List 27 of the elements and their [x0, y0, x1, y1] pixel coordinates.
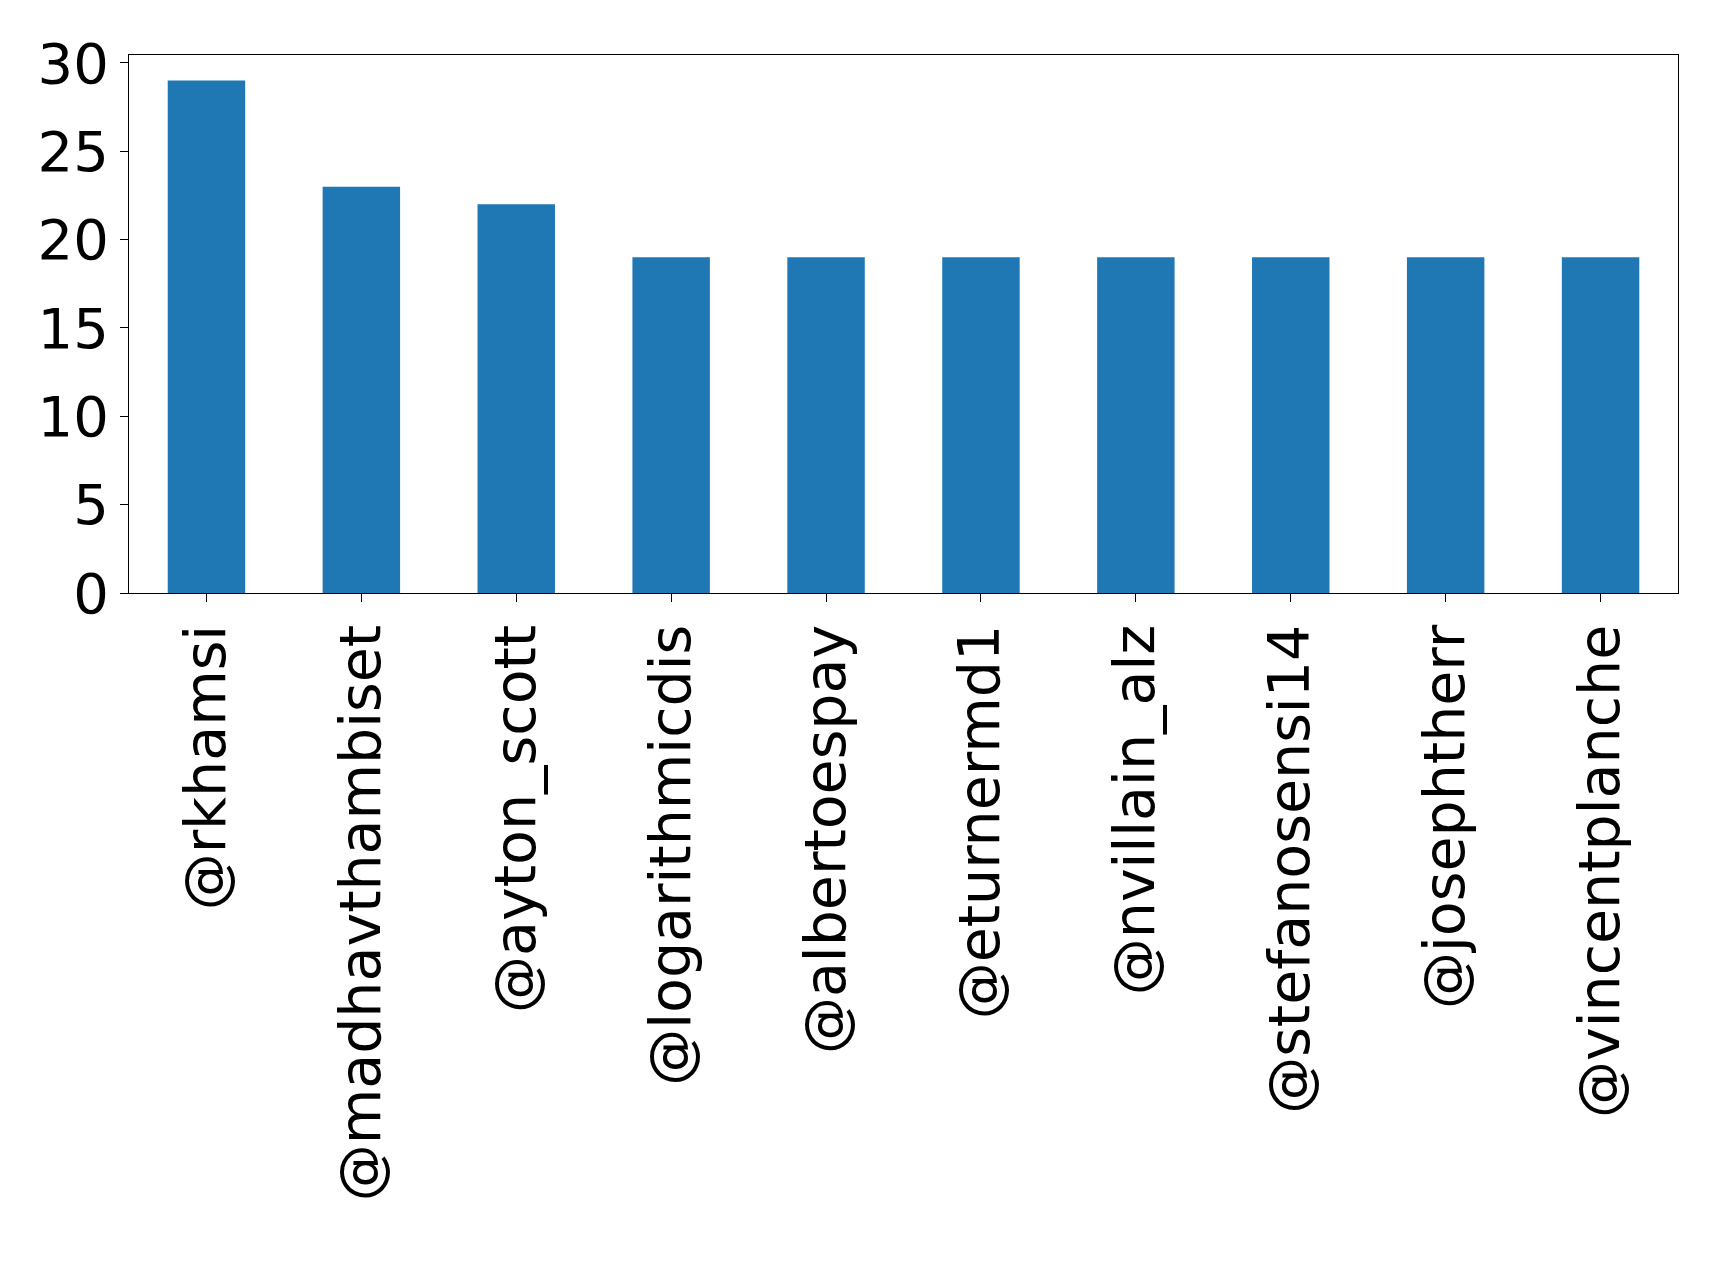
bar [1561, 257, 1640, 593]
x-tick-label: @logarithmicdis [636, 624, 703, 1086]
bar [322, 186, 401, 593]
x-tick-label: @nvillain_alz [1101, 624, 1168, 996]
y-tick-label: 20 [37, 207, 109, 273]
y-tick-label: 10 [37, 383, 109, 449]
y-tick-label: 0 [73, 560, 109, 626]
x-tick-label: @ayton_scott [481, 624, 548, 1013]
x-tick-label: @eturnermd1 [946, 624, 1013, 1020]
bar [167, 80, 246, 593]
x-tick-label: @rkhamsi [171, 624, 238, 911]
x-tick-label: @madhavthambiset [326, 624, 393, 1202]
bar [1097, 257, 1175, 593]
y-tick-label: 25 [37, 118, 109, 184]
x-tick-label: @albertoespay [791, 624, 858, 1055]
x-tick-label: @josephtherr [1411, 624, 1478, 1009]
x-tick-label: @vincentplanche [1566, 624, 1633, 1118]
x-tick-label: @stefanosensi14 [1256, 624, 1323, 1114]
y-tick-label: 15 [37, 295, 109, 361]
bar [477, 204, 555, 593]
y-tick-label: 30 [37, 30, 109, 96]
bar [1252, 257, 1330, 593]
bar [787, 257, 865, 593]
bar [632, 257, 710, 593]
y-tick-label: 5 [73, 472, 109, 538]
bar [1406, 257, 1485, 593]
bar [942, 257, 1020, 593]
